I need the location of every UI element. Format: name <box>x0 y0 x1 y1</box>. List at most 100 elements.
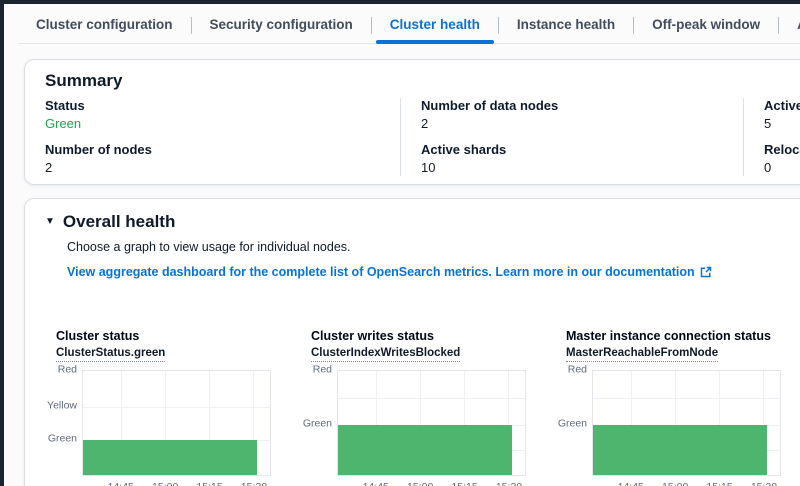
plot-column: 14:45 15:00 15:15 15:30 <box>337 370 526 486</box>
grid-line-horizontal <box>593 398 780 400</box>
tab-separator <box>370 17 372 34</box>
status-area-fill <box>83 439 257 475</box>
tab-separator <box>497 17 499 34</box>
chart-body: Red Green 14:45 15:00 15:15 15:30 <box>556 363 800 486</box>
grid-line-horizontal <box>83 407 270 409</box>
grid-line-vertical <box>253 371 255 475</box>
tab-cluster-configuration[interactable]: Cluster configuration <box>18 8 191 43</box>
grid-line-vertical <box>464 371 466 475</box>
chart-cluster-status: Cluster status ClusterStatus.green Red Yell… <box>46 329 291 486</box>
chart-plot[interactable] <box>337 370 526 476</box>
y-axis-label: Red <box>312 363 332 376</box>
external-link-icon <box>700 266 711 278</box>
field-label: Active primary shards <box>764 98 800 113</box>
field-value: 0 <box>764 159 772 175</box>
field-value: Green <box>45 116 82 132</box>
y-axis-label: Yellow <box>47 399 77 412</box>
x-axis-label: 15:30 <box>751 481 777 486</box>
grid-line-vertical <box>165 371 167 475</box>
field-value: 5 <box>764 116 772 132</box>
grid-line-vertical <box>508 371 510 475</box>
overall-health-title: Overall health <box>62 212 176 231</box>
x-axis-label: 14:45 <box>618 481 644 486</box>
field-label: Number of nodes <box>45 141 152 157</box>
summary-field-active-primary-shards: Active primary shards 5 <box>764 98 800 133</box>
charts-row: Cluster status ClusterStatus.green Red Yell… <box>46 329 800 486</box>
x-axis-labels: 14:45 15:00 15:15 15:30 <box>592 481 781 486</box>
chart-cluster-writes-status: Cluster writes status ClusterIndexWritesB… <box>301 329 546 486</box>
summary-grid: Status Green Number of nodes 2 Number of dat… <box>45 98 800 176</box>
chart-body: Red Green 14:45 15:00 15:15 15:30 <box>301 363 546 486</box>
collapse-caret-icon[interactable]: ▼ <box>45 216 55 227</box>
chart-plot[interactable] <box>82 370 271 476</box>
grid-line-vertical <box>675 371 677 475</box>
field-value: 2 <box>45 159 53 175</box>
summary-field-number-of-nodes: Number of nodes 2 <box>45 142 380 177</box>
tab-instance-health[interactable]: Instance health <box>499 8 633 43</box>
y-axis-label: Red <box>567 363 587 376</box>
tab-separator <box>778 17 780 34</box>
field-label: Number of data nodes <box>421 98 559 113</box>
x-axis-labels: 14:45 15:00 15:15 15:30 <box>82 481 271 486</box>
tab-auto-tune[interactable]: Auto-Tune <box>779 8 800 43</box>
chart-body: Red Yellow Green 14:45 15:00 15:15 15:30 <box>46 363 291 486</box>
y-axis-labels: Red Green <box>556 363 592 474</box>
overall-health-description: Choose a graph to view usage for individ… <box>67 240 351 254</box>
x-axis-label: 15:00 <box>407 481 433 486</box>
chart-metric-name[interactable]: MasterReachableFromNode <box>566 347 719 362</box>
x-axis-label: 15:30 <box>496 481 522 486</box>
status-area-fill <box>338 425 512 475</box>
x-axis-label: 15:15 <box>451 481 477 486</box>
summary-field-relocating-shards: Relocating shards 0 <box>764 142 800 177</box>
x-axis-label: 15:00 <box>662 481 688 486</box>
x-axis-label: 15:30 <box>241 481 267 486</box>
console-top-edge <box>0 0 800 4</box>
aggregate-dashboard-link[interactable]: View aggregate dashboard for the complet… <box>67 265 712 279</box>
summary-title: Summary <box>45 71 123 90</box>
grid-line-vertical <box>719 371 721 475</box>
summary-field-active-shards: Active shards 10 <box>421 142 723 177</box>
field-label: Relocating shards <box>764 141 800 157</box>
x-axis-label: 14:45 <box>108 481 134 486</box>
x-axis-label: 15:00 <box>152 481 178 486</box>
field-value: 2 <box>421 116 429 132</box>
x-axis-label: 15:15 <box>196 481 222 486</box>
status-area-fill <box>593 425 767 475</box>
summary-card: Summary Status Green Number of nodes 2 Numbe… <box>24 59 800 185</box>
console-left-edge <box>0 0 4 486</box>
summary-column: Number of data nodes 2 Active shards 10 <box>400 98 743 176</box>
summary-field-status: Status Green <box>45 98 380 133</box>
grid-line-vertical <box>209 371 211 475</box>
chart-title: Cluster writes status <box>311 329 434 343</box>
field-label: Status <box>45 98 85 113</box>
y-axis-label: Red <box>57 363 77 376</box>
y-axis-label: Green <box>557 417 587 430</box>
chart-metric-name[interactable]: ClusterIndexWritesBlocked <box>311 347 461 362</box>
plot-column: 14:45 15:00 15:15 15:30 <box>82 370 271 486</box>
field-label: Active shards <box>421 141 507 157</box>
tab-separator <box>190 17 192 34</box>
tab-off-peak-window[interactable]: Off-peak window <box>634 8 778 43</box>
plot-column: 14:45 15:00 15:15 15:30 <box>592 370 781 486</box>
y-axis-label: Green <box>47 432 77 445</box>
y-axis-label: Green <box>302 417 332 430</box>
grid-line-vertical <box>376 371 378 475</box>
chart-plot[interactable] <box>592 370 781 476</box>
grid-line-vertical <box>631 371 633 475</box>
tabs: Cluster configuration Security configurat… <box>18 8 800 44</box>
y-axis-labels: Red Green <box>301 363 337 474</box>
aggregate-dashboard-link-text: View aggregate dashboard for the complet… <box>67 265 695 279</box>
summary-column: Status Green Number of nodes 2 <box>45 98 400 176</box>
overall-health-header[interactable]: ▼ Overall health <box>45 212 800 232</box>
chart-metric-name[interactable]: ClusterStatus.green <box>56 347 166 362</box>
tab-cluster-health[interactable]: Cluster health <box>372 8 498 44</box>
chart-title: Master instance connection status <box>566 329 771 343</box>
grid-line-vertical <box>121 371 123 475</box>
x-axis-labels: 14:45 15:00 15:15 15:30 <box>337 481 526 486</box>
overall-health-card: ▼ Overall health Choose a graph to view … <box>24 198 800 486</box>
y-axis-labels: Red Yellow Green <box>46 363 82 474</box>
chart-master-instance-connection-status: Master instance connection status MasterR… <box>556 329 800 486</box>
summary-field-number-of-data-nodes: Number of data nodes 2 <box>421 98 723 133</box>
grid-line-horizontal <box>338 398 525 400</box>
tab-security-configuration[interactable]: Security configuration <box>192 8 371 43</box>
